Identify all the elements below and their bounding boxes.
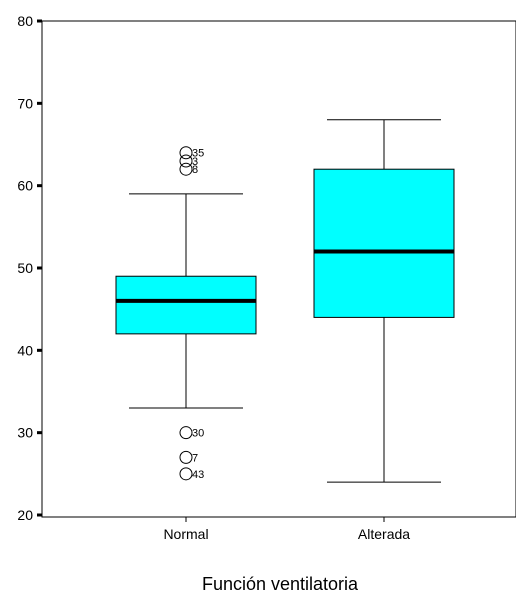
y-tick-label: 70 [17,95,33,111]
y-tick-label: 20 [17,507,33,523]
outlier-point [179,450,193,464]
outlier-label: 43 [192,469,204,481]
y-axis: 20 30 40 50 60 70 80 [17,13,42,523]
box-group-alterada [313,119,455,483]
x-axis-title: Función ventilatoria [202,574,359,594]
x-tick-label: Alterada [358,526,410,542]
y-tick-label: 40 [17,342,33,358]
outlier-point [179,467,193,481]
outlier-label: 35 [192,148,204,160]
y-tick-label: 60 [17,178,33,194]
outlier-label: 30 [192,428,204,440]
x-tick-label: Normal [163,526,208,542]
y-tick-label: 50 [17,260,33,276]
outlier-point [179,426,193,440]
outlier-label: 8 [192,164,198,176]
outlier-point [179,154,193,168]
y-tick-label: 30 [17,425,33,441]
box-iqr [115,275,257,335]
y-tick-label: 80 [17,13,33,29]
outlier-point [179,146,193,160]
outlier-point [179,162,193,176]
x-axis: Normal Alterada [163,517,410,542]
outlier-label: 7 [192,452,198,464]
box-iqr [313,168,455,318]
outlier-label: 3 [192,156,198,168]
